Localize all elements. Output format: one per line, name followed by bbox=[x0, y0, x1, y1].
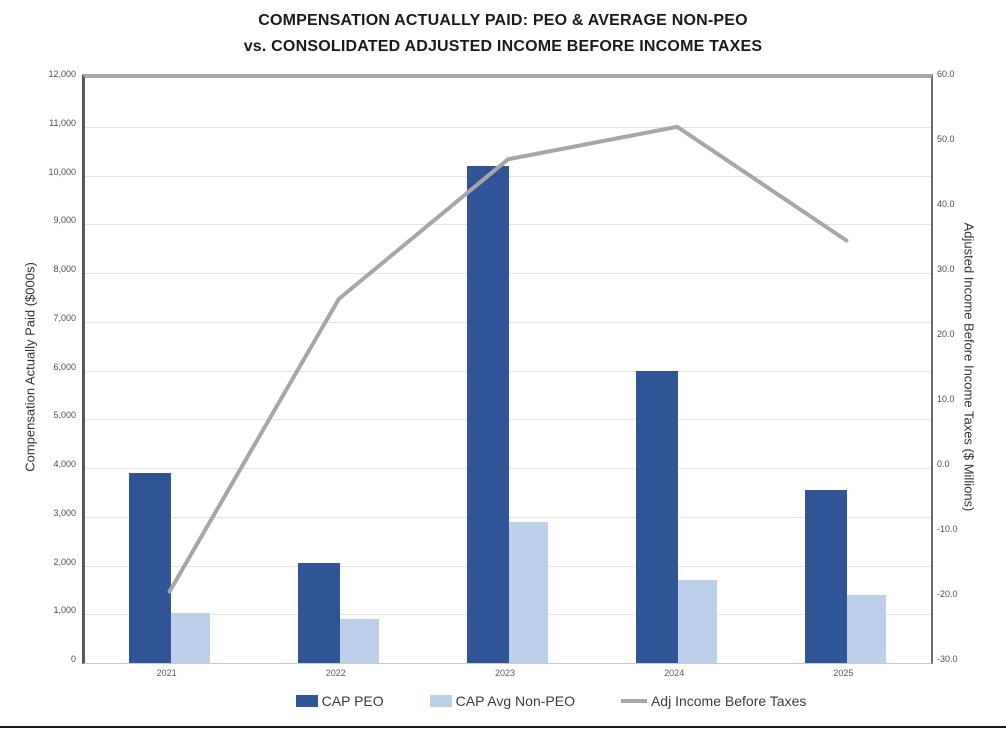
left-axis-tick: 3,000 bbox=[53, 507, 76, 518]
x-axis-tick-2022: 2022 bbox=[325, 668, 346, 678]
legend-label-cap-peo: CAP PEO bbox=[321, 693, 384, 709]
bar-cap-peo-2023 bbox=[467, 165, 509, 663]
chart-title-line1: COMPENSATION ACTUALLY PAID: PEO & AVERAG… bbox=[258, 12, 748, 29]
adj-income-line-series bbox=[167, 124, 849, 594]
legend-item-adj-income: Adj Income Before Taxes bbox=[620, 693, 807, 709]
right-axis-tick: 0.0 bbox=[937, 459, 950, 469]
left-axis-tick: 9,000 bbox=[53, 215, 76, 226]
legend-label-cap-avg-non-peo: CAP Avg Non-PEO bbox=[455, 693, 575, 709]
left-axis-tick: 2,000 bbox=[53, 556, 76, 567]
bar-cap-avg-non-peo-2024 bbox=[678, 580, 718, 663]
chart-title-line2: vs. CONSOLIDATED ADJUSTED INCOME BEFORE … bbox=[243, 38, 763, 55]
right-axis-tick: 30.0 bbox=[937, 264, 955, 274]
left-axis-tick: 1,000 bbox=[53, 605, 76, 616]
legend-item-cap-avg-non-peo: CAP Avg Non-PEO bbox=[429, 693, 575, 709]
bar-cap-peo-2025 bbox=[805, 489, 848, 663]
legend-label-adj-income: Adj Income Before Taxes bbox=[650, 693, 807, 709]
legend: CAP PEO CAP Avg Non-PEO Adj Income Befor… bbox=[0, 693, 1006, 709]
bar-cap-peo-2021 bbox=[128, 472, 171, 663]
bottom-border-line bbox=[0, 726, 1006, 728]
right-axis-tick: 20.0 bbox=[937, 329, 955, 339]
right-axis-tick: 60.0 bbox=[937, 69, 955, 79]
left-axis-tick: 0 bbox=[70, 654, 76, 664]
left-axis-tick: 12,000 bbox=[48, 69, 76, 79]
chart-title: COMPENSATION ACTUALLY PAID: PEO & AVERAG… bbox=[0, 8, 1006, 60]
bar-cap-avg-non-peo-2021 bbox=[170, 613, 210, 663]
bar-cap-peo-2022 bbox=[297, 563, 340, 663]
bar-cap-peo-2024 bbox=[636, 370, 679, 663]
plot-area bbox=[82, 74, 933, 664]
right-axis-tick: 10.0 bbox=[937, 394, 955, 404]
left-axis-tick: 10,000 bbox=[48, 166, 76, 177]
left-axis-tick: 5,000 bbox=[53, 410, 76, 421]
cap-avg-non-peo-swatch-icon bbox=[429, 695, 452, 707]
left-axis-tick: 11,000 bbox=[49, 117, 76, 128]
bar-cap-avg-non-peo-2023 bbox=[509, 521, 548, 663]
right-axis-tick: -30.0 bbox=[937, 654, 958, 664]
x-axis-tick-2025: 2025 bbox=[833, 668, 854, 678]
x-axis-tick-2024: 2024 bbox=[664, 668, 685, 678]
right-axis-tick: -20.0 bbox=[937, 589, 958, 599]
adj-income-line-swatch-icon bbox=[620, 699, 647, 703]
right-axis-tick: -10.0 bbox=[937, 524, 958, 534]
bar-cap-avg-non-peo-2025 bbox=[847, 594, 887, 663]
bar-cap-avg-non-peo-2022 bbox=[339, 619, 379, 663]
x-axis-tick-2023: 2023 bbox=[494, 668, 516, 678]
cap-peo-swatch-icon bbox=[295, 695, 318, 707]
right-axis-tick: 50.0 bbox=[937, 134, 955, 144]
x-axis-tick-2021: 2021 bbox=[156, 668, 177, 678]
left-axis-tick: 7,000 bbox=[53, 312, 76, 323]
left-axis-tick: 4,000 bbox=[53, 459, 76, 469]
left-axis-tick: 6,000 bbox=[53, 361, 76, 372]
right-axis-tick: 40.0 bbox=[937, 199, 955, 209]
legend-item-cap-peo: CAP PEO bbox=[295, 693, 384, 709]
gridline bbox=[85, 126, 931, 128]
left-axis-tick: 8,000 bbox=[53, 264, 76, 274]
